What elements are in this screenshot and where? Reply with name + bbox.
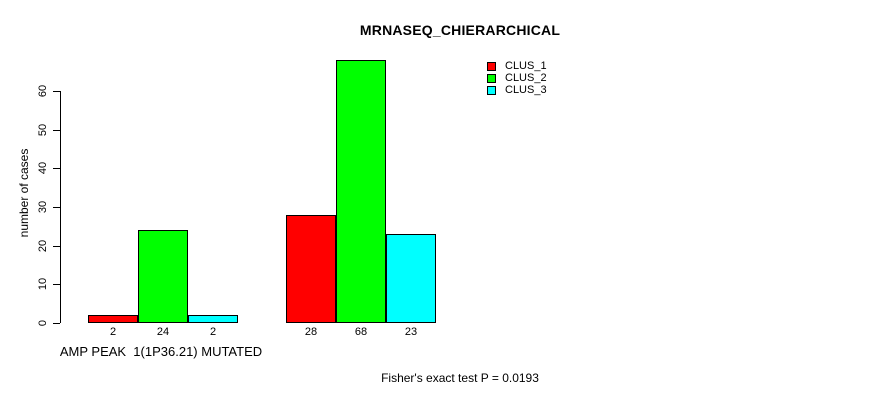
bar-clus_3-group-2 <box>386 234 436 323</box>
bar-clus_3-group-1 <box>188 315 238 323</box>
y-tick-label: 50 <box>37 123 49 137</box>
legend: CLUS_1 CLUS_2 CLUS_3 <box>487 60 547 96</box>
legend-swatch-icon <box>487 85 496 95</box>
x-axis-group-label: AMP PEAK 1(1P36.21) MUTATED <box>59 344 263 359</box>
y-tick-mark <box>53 130 60 131</box>
bar-clus_2-group-2 <box>336 60 386 323</box>
y-tick-label: 20 <box>37 239 49 253</box>
bar-value-label: 2 <box>209 326 217 338</box>
y-tick-mark <box>53 168 60 169</box>
y-tick-mark <box>53 207 60 208</box>
y-tick-label: 40 <box>37 161 49 175</box>
bar-value-label: 23 <box>404 326 418 338</box>
legend-item-clus_3: CLUS_3 <box>487 84 547 96</box>
bar-clus_1-group-1 <box>88 315 138 323</box>
legend-label: CLUS_3 <box>505 84 547 96</box>
legend-item-clus_1: CLUS_1 <box>487 60 547 72</box>
y-tick-mark <box>53 246 60 247</box>
legend-label: CLUS_2 <box>505 72 547 84</box>
legend-label: CLUS_1 <box>505 60 547 72</box>
y-axis-label: number of cases <box>17 148 31 238</box>
bar-value-label: 28 <box>304 326 318 338</box>
bar-value-label: 24 <box>156 326 170 338</box>
bar-clus_1-group-2 <box>286 215 336 323</box>
y-tick-label: 10 <box>37 277 49 291</box>
annotation-text: Fisher's exact test P = 0.0193 <box>381 371 539 385</box>
chart-title: MRNASEQ_CHIERARCHICAL <box>359 22 561 38</box>
legend-item-clus_2: CLUS_2 <box>487 72 547 84</box>
y-tick-mark <box>53 284 60 285</box>
legend-swatch-icon <box>487 73 496 83</box>
y-tick-label: 30 <box>37 200 49 214</box>
y-tick-mark <box>53 323 60 324</box>
y-tick-label: 60 <box>37 84 49 98</box>
bar-value-label: 2 <box>109 326 117 338</box>
bar-clus_2-group-1 <box>138 230 188 323</box>
y-tick-mark <box>53 91 60 92</box>
y-axis-line <box>60 91 61 323</box>
bar-value-label: 68 <box>354 326 368 338</box>
legend-swatch-icon <box>487 61 496 71</box>
y-tick-label: 0 <box>37 319 49 327</box>
